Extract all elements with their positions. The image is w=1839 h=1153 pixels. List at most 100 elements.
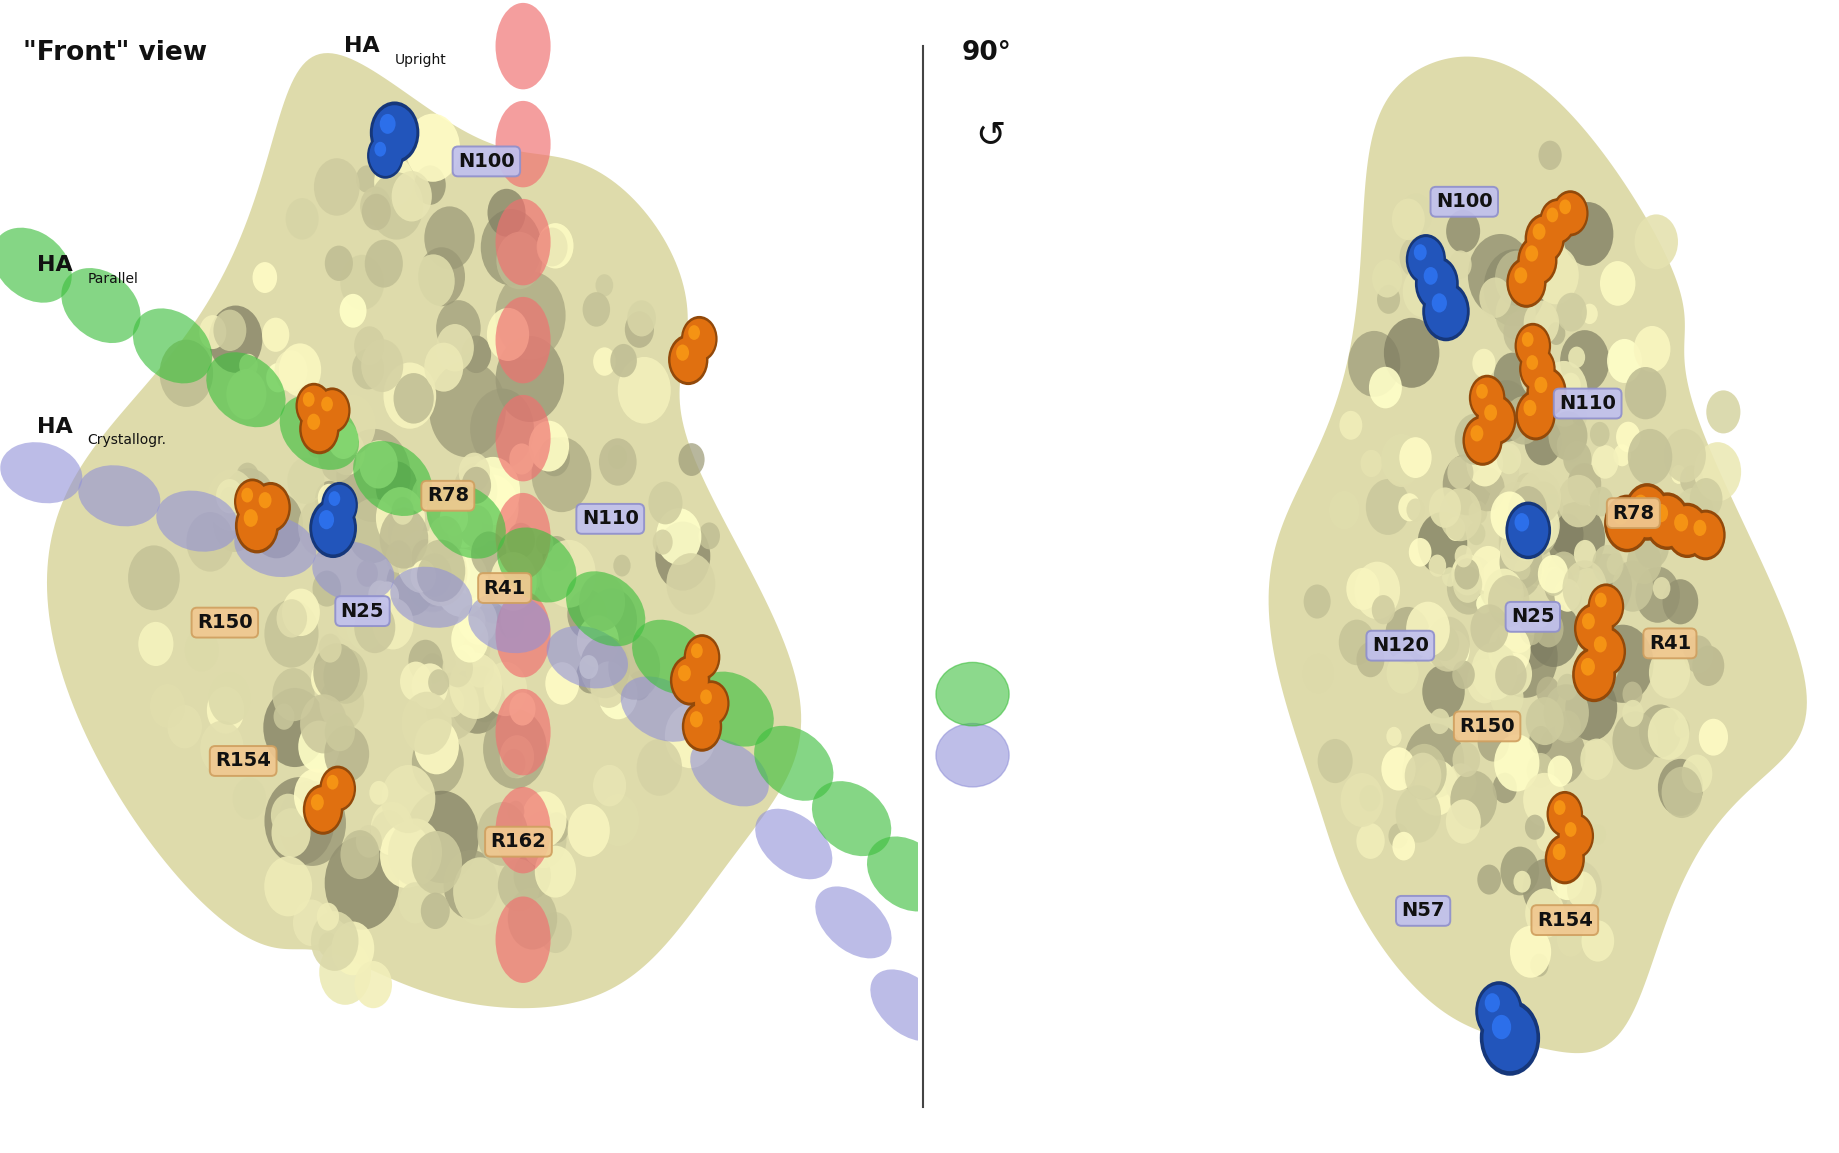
Circle shape: [326, 246, 353, 281]
Circle shape: [421, 653, 445, 684]
Circle shape: [1648, 708, 1690, 760]
Text: N120: N120: [1372, 636, 1429, 655]
Ellipse shape: [633, 619, 712, 695]
Circle shape: [1607, 498, 1648, 549]
Circle shape: [1574, 603, 1615, 654]
Circle shape: [1668, 506, 1707, 555]
Circle shape: [1525, 889, 1565, 939]
Circle shape: [699, 522, 721, 549]
Circle shape: [471, 389, 533, 469]
Circle shape: [1607, 339, 1642, 383]
Circle shape: [357, 165, 377, 193]
Circle shape: [1523, 332, 1534, 347]
Circle shape: [1519, 346, 1556, 392]
Text: N57: N57: [1401, 902, 1445, 920]
Circle shape: [1484, 1004, 1537, 1071]
Circle shape: [263, 688, 326, 767]
Circle shape: [469, 683, 500, 722]
Circle shape: [401, 692, 452, 755]
Circle shape: [1515, 513, 1530, 532]
Circle shape: [1559, 199, 1571, 214]
Circle shape: [653, 529, 673, 555]
Circle shape: [1532, 246, 1578, 304]
Circle shape: [337, 605, 364, 641]
Circle shape: [1628, 541, 1662, 585]
Circle shape: [478, 802, 528, 866]
Circle shape: [316, 390, 348, 431]
Circle shape: [511, 575, 541, 613]
Circle shape: [300, 404, 340, 454]
Circle shape: [465, 475, 519, 541]
Circle shape: [368, 580, 392, 610]
Circle shape: [1591, 824, 1605, 844]
Circle shape: [684, 704, 719, 748]
Circle shape: [508, 888, 557, 950]
Circle shape: [1626, 367, 1666, 420]
Circle shape: [1513, 871, 1530, 892]
Circle shape: [440, 570, 462, 596]
Circle shape: [1622, 700, 1644, 726]
Circle shape: [1502, 566, 1528, 597]
Circle shape: [1429, 488, 1460, 528]
Circle shape: [1628, 487, 1668, 537]
Circle shape: [1438, 630, 1469, 670]
Circle shape: [1493, 773, 1517, 804]
Circle shape: [287, 458, 324, 504]
Circle shape: [1484, 249, 1545, 326]
Circle shape: [1477, 865, 1501, 895]
Circle shape: [1423, 623, 1458, 666]
Circle shape: [320, 676, 364, 731]
Circle shape: [579, 655, 598, 679]
Circle shape: [405, 544, 460, 612]
Circle shape: [544, 812, 568, 843]
Circle shape: [1561, 372, 1582, 398]
Circle shape: [1497, 443, 1521, 474]
Circle shape: [1525, 213, 1565, 264]
Circle shape: [1639, 704, 1681, 758]
Circle shape: [274, 351, 307, 392]
Circle shape: [1547, 837, 1583, 881]
Ellipse shape: [61, 267, 140, 344]
Circle shape: [1552, 844, 1565, 860]
Circle shape: [1499, 610, 1530, 649]
Circle shape: [1508, 505, 1548, 556]
Circle shape: [276, 600, 307, 638]
Circle shape: [412, 730, 463, 794]
Ellipse shape: [566, 571, 645, 647]
Circle shape: [318, 510, 335, 529]
Circle shape: [1495, 656, 1526, 695]
Circle shape: [691, 643, 702, 658]
Circle shape: [360, 339, 403, 392]
Ellipse shape: [495, 689, 550, 776]
Circle shape: [318, 434, 357, 482]
Circle shape: [1526, 217, 1563, 261]
Circle shape: [1407, 498, 1425, 521]
Circle shape: [1635, 525, 1670, 568]
Circle shape: [1493, 353, 1532, 401]
Circle shape: [500, 585, 550, 648]
Ellipse shape: [866, 836, 947, 912]
Circle shape: [235, 498, 280, 553]
Circle shape: [1304, 585, 1331, 618]
Circle shape: [1526, 355, 1537, 370]
Ellipse shape: [936, 724, 1010, 786]
Circle shape: [1563, 586, 1582, 611]
Circle shape: [1685, 515, 1705, 543]
Circle shape: [543, 540, 596, 608]
Circle shape: [1591, 649, 1618, 685]
Circle shape: [1473, 377, 1488, 395]
Circle shape: [340, 255, 384, 310]
Text: R154: R154: [215, 752, 270, 770]
Circle shape: [598, 670, 638, 719]
Circle shape: [1512, 544, 1539, 580]
Circle shape: [528, 421, 568, 472]
Circle shape: [1504, 540, 1543, 587]
Circle shape: [1563, 440, 1591, 476]
Circle shape: [462, 467, 491, 504]
Circle shape: [408, 640, 443, 683]
Circle shape: [1468, 234, 1534, 316]
Circle shape: [1521, 348, 1554, 390]
Circle shape: [186, 628, 219, 671]
Circle shape: [625, 311, 655, 348]
Circle shape: [1554, 193, 1587, 234]
